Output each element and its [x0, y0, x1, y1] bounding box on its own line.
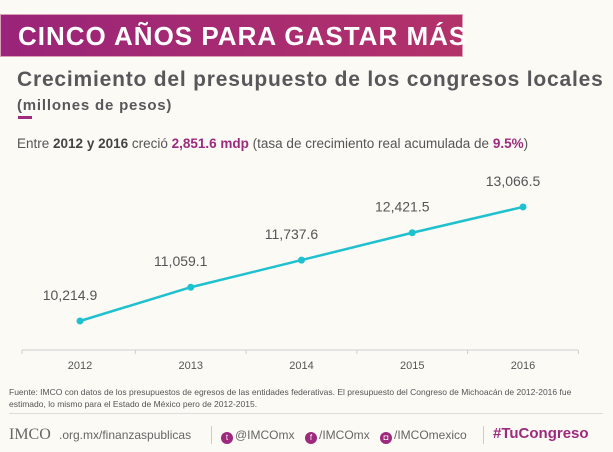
footer: IMCO .org.mx/finanzaspublicas t @IMCOmx f…	[9, 424, 609, 446]
data-point	[519, 203, 527, 211]
lead-p3: (tasa de crecimiento real acumulada de	[248, 136, 493, 151]
data-label: 11,737.6	[265, 226, 319, 242]
source-note: Fuente: IMCO con datos de los presupuest…	[9, 387, 572, 409]
data-label: 12,421.5	[375, 199, 430, 215]
x-tick-label: 2016	[511, 360, 535, 372]
imco-logo: IMCO	[9, 426, 51, 443]
lead-rate: 9.5%	[492, 136, 524, 151]
instagram-handle: /IMCOmexico	[394, 428, 467, 442]
lead-p1: Entre	[17, 136, 54, 151]
line-chart: 2012 2013 2014 2015 2016 10,214.9 11,059.1 11,7…	[21, 173, 579, 372]
data-label: 13,066.5	[486, 173, 541, 189]
hashtag: #TuCongreso	[493, 425, 589, 442]
lead-years: 2012 y 2016	[53, 136, 129, 151]
x-tick-label: 2014	[289, 360, 313, 372]
twitter-handle: @IMCOmx	[235, 428, 295, 442]
lead-amount: 2,851.6 mdp	[171, 136, 249, 151]
x-tick-label: 2012	[68, 360, 92, 372]
subtitle-units: (millones de pesos)	[17, 97, 173, 114]
facebook-link[interactable]: f/IMCOmx	[305, 428, 370, 444]
chart-subtitle: Crecimiento del presupuesto de los congr…	[17, 68, 607, 118]
separator	[211, 426, 212, 444]
lead-text: Entre 2012 y 2016 creció 2,851.6 mdp (ta…	[17, 136, 528, 151]
lead-p4: )	[523, 136, 529, 151]
subtitle-main: Crecimiento del presupuesto de los congr…	[17, 68, 604, 91]
series-line	[79, 205, 524, 323]
lead-p2: creció	[128, 136, 172, 151]
x-tick-label: 2013	[179, 360, 203, 372]
twitter-icon: t	[221, 432, 233, 444]
instagram-link[interactable]: ◘/IMCOmexico	[380, 428, 467, 444]
data-point	[408, 229, 416, 237]
data-label: 10,214.9	[43, 287, 98, 303]
facebook-icon: f	[305, 432, 317, 444]
title-banner: CINCO AÑOS PARA GASTAR MÁS	[0, 14, 466, 57]
banner-title: CINCO AÑOS PARA GASTAR MÁS	[18, 21, 468, 51]
accent-bar	[18, 116, 32, 119]
data-label: 11,059.1	[154, 253, 208, 269]
website-link[interactable]: .org.mx/finanzaspublicas	[59, 428, 192, 442]
data-point	[76, 317, 84, 325]
data-point	[298, 256, 305, 264]
instagram-icon: ◘	[380, 432, 392, 444]
divider	[9, 413, 603, 414]
facebook-handle: /IMCOmx	[319, 428, 370, 442]
twitter-link[interactable]: t @IMCOmx	[221, 428, 295, 444]
x-tick-label: 2015	[400, 360, 424, 372]
separator	[483, 426, 484, 444]
data-point	[187, 283, 195, 291]
